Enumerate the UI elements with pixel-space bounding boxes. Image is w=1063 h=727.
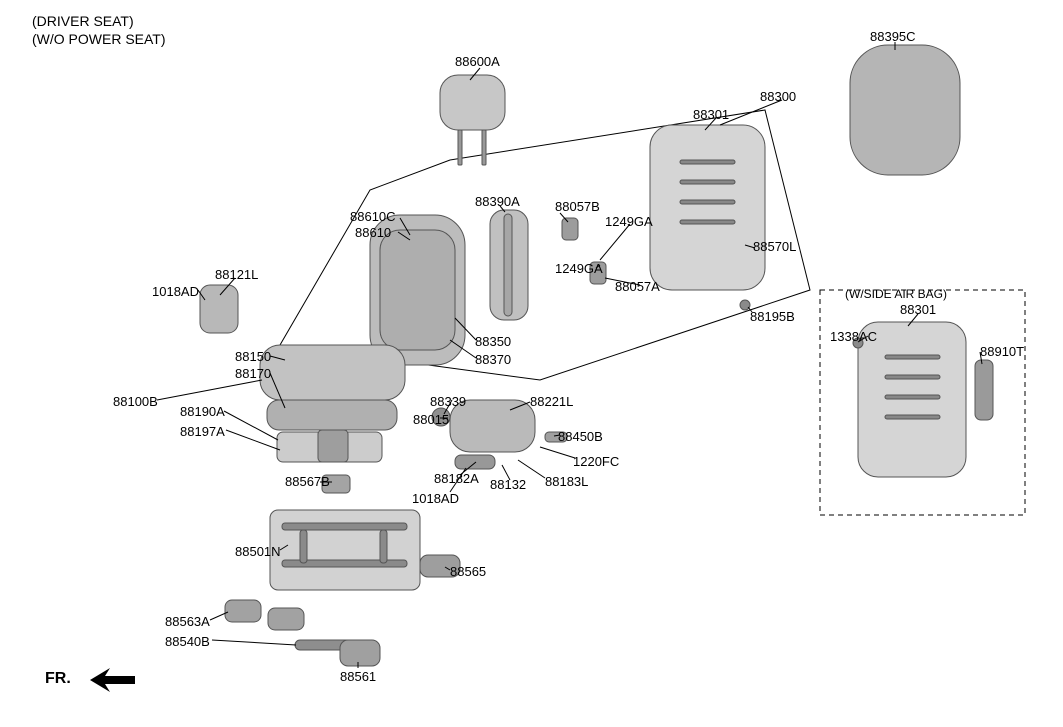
callout-88370: 88370 (475, 353, 511, 367)
callout-88395C: 88395C (870, 30, 916, 44)
leader-line (600, 224, 630, 260)
cover-88563A (225, 600, 261, 622)
callout-88561: 88561 (340, 670, 376, 684)
callout-88100B: 88100B (113, 395, 158, 409)
callout-88540B: 88540B (165, 635, 210, 649)
callout-1018AD: 1018AD (412, 492, 459, 506)
heater-pad (318, 430, 348, 462)
leader-line (226, 430, 280, 450)
cover-88563A-2 (268, 608, 304, 630)
airbag-88910T (975, 360, 993, 420)
pad-88390A-strip (504, 214, 512, 316)
track-cross2 (380, 530, 387, 563)
seat-back-88370 (380, 230, 455, 350)
lever-88182A (455, 455, 495, 469)
cover-88121L (200, 285, 238, 333)
callout-88570L: 88570L (753, 240, 796, 254)
callout-88190A: 88190A (180, 405, 225, 419)
callout-1018AD: 1018AD (152, 285, 199, 299)
callout-88350: 88350 (475, 335, 511, 349)
headrest-post-right (482, 130, 486, 165)
callout-88182A: 88182A (434, 472, 479, 486)
back-frame-spring2 (680, 180, 735, 184)
callout-88910T: 88910T (980, 345, 1024, 359)
track-cross1 (300, 530, 307, 563)
front-arrow-icon (90, 668, 135, 692)
leader-line (157, 380, 262, 400)
back-frame-spring4 (680, 220, 735, 224)
callout-88450B: 88450B (558, 430, 603, 444)
back-frame-spring3 (680, 200, 735, 204)
callout-88339: 88339 (430, 395, 466, 409)
sab-spring1 (885, 355, 940, 359)
callout-88121L: 88121L (215, 268, 258, 282)
callout-1249GA: 1249GA (605, 215, 653, 229)
callout-88057B: 88057B (555, 200, 600, 214)
callout-1249GA: 1249GA (555, 262, 603, 276)
callout-88501N: 88501N (235, 545, 281, 559)
callout-1338AC: 1338AC (830, 330, 877, 344)
callout-88600A: 88600A (455, 55, 500, 69)
callout-88301: 88301 (693, 108, 729, 122)
callout-88170: 88170 (235, 367, 271, 381)
callout-88565: 88565 (450, 565, 486, 579)
callout-88057A: 88057A (615, 280, 660, 294)
callout-88567B: 88567B (285, 475, 330, 489)
leader-line (212, 640, 296, 645)
callout-88221L: 88221L (530, 395, 573, 409)
back-frame-88301 (650, 125, 765, 290)
parts-group (200, 45, 993, 666)
leader-line (518, 460, 545, 478)
callout-88150: 88150 (235, 350, 271, 364)
bolt-88195B (740, 300, 750, 310)
callout-88195B: 88195B (750, 310, 795, 324)
callout-88390A: 88390A (475, 195, 520, 209)
callout-88300: 88300 (760, 90, 796, 104)
headrest-post-left (458, 130, 462, 165)
headrest-88600A (440, 75, 505, 130)
cover-88561 (340, 640, 380, 666)
callout-88183L: 88183L (545, 475, 588, 489)
clip-88057B (562, 218, 578, 240)
back-board-88395C (850, 45, 960, 175)
track-88501N (270, 510, 420, 590)
sab-spring4 (885, 415, 940, 419)
diagram-canvas (0, 0, 1063, 727)
callout-88563A: 88563A (165, 615, 210, 629)
back-frame-spring1 (680, 160, 735, 164)
callout-88015: 88015 (413, 413, 449, 427)
callout-1220FC: 1220FC (573, 455, 619, 469)
callout-88197A: 88197A (180, 425, 225, 439)
callout-88610: 88610 (355, 226, 391, 240)
callout-88610C: 88610C (350, 210, 396, 224)
sab-spring2 (885, 375, 940, 379)
track-bar1 (282, 523, 407, 530)
cushion-88170 (267, 400, 397, 430)
cushion-88150 (260, 345, 405, 400)
callout-88132: 88132 (490, 478, 526, 492)
callout-88301: 88301 (900, 303, 936, 317)
leader-line (540, 447, 575, 458)
sab-spring3 (885, 395, 940, 399)
